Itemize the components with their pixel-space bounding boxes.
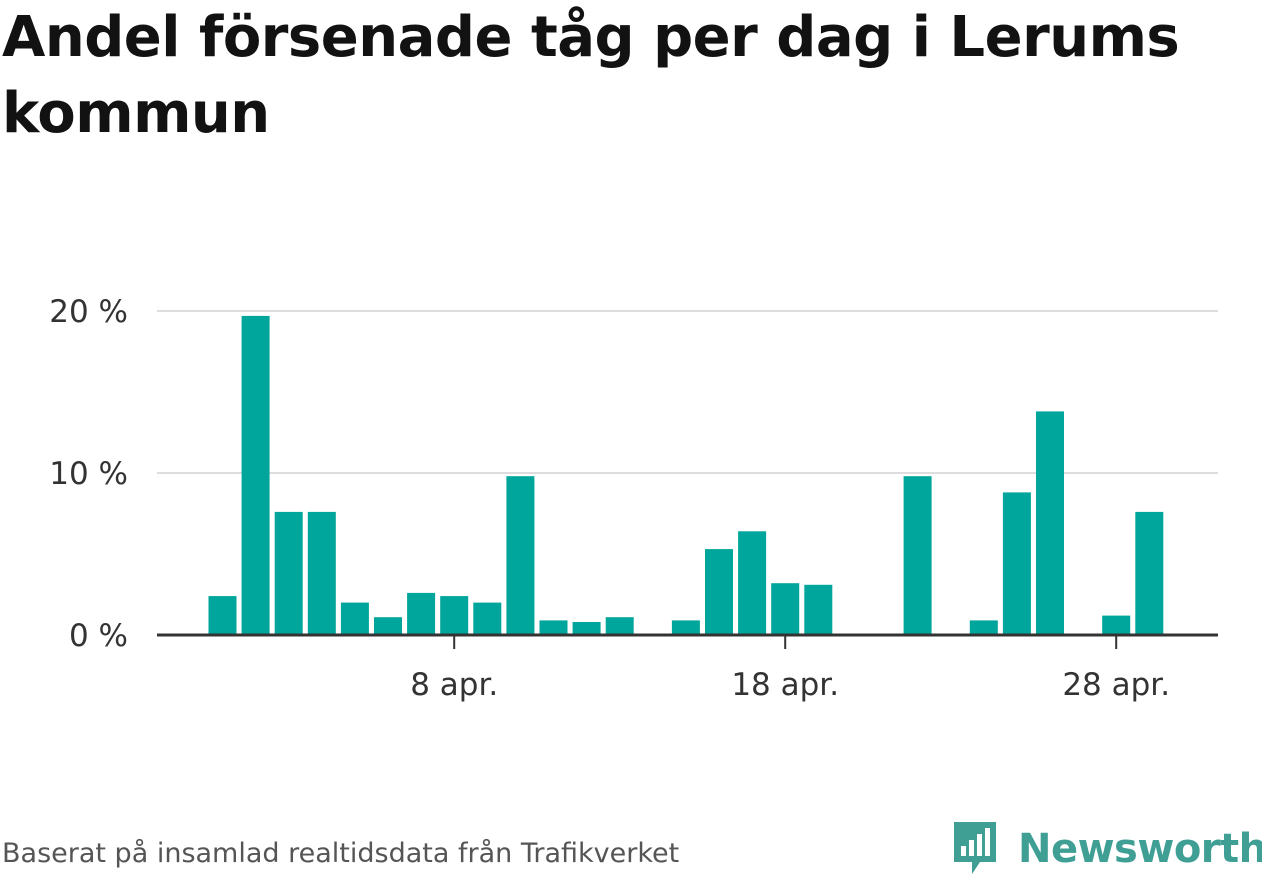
- bar-day-3: [274, 511, 303, 635]
- bar-day-16: [705, 549, 733, 635]
- brand-logo[interactable]: Newsworthy: [950, 818, 1262, 880]
- source-note: Baserat på insamlad realtidsdata från Tr…: [2, 838, 680, 869]
- bar-day-6: [374, 617, 402, 635]
- bar-day-15: [671, 620, 700, 635]
- y-tick-label-0: 0 %: [69, 618, 128, 654]
- bar-day-5: [340, 602, 369, 635]
- brand-name: Newsworthy: [1018, 826, 1262, 872]
- bar-day-18: [771, 583, 800, 635]
- bar-day-8: [440, 596, 469, 635]
- newsworthy-logo-icon: [954, 822, 996, 874]
- x-tick-label-18: 18 apr.: [731, 667, 839, 703]
- bars: [208, 315, 1164, 635]
- bar-day-22: [903, 476, 932, 635]
- bar-day-13: [605, 617, 634, 635]
- bar-day-28: [1102, 615, 1131, 635]
- y-tick-label-10: 10 %: [49, 456, 128, 492]
- bar-day-7: [407, 592, 436, 635]
- tick-labels: 0 % 10 % 20 % 8 apr. 18 apr. 28 apr.: [49, 294, 1170, 703]
- bar-day-24: [969, 620, 998, 635]
- bar-day-4: [307, 511, 336, 635]
- bar-day-19: [804, 584, 833, 635]
- bar-day-26: [1036, 411, 1064, 635]
- chart-title: Andel försenade tåg per dag i Lerums kom…: [2, 5, 1180, 146]
- bar-day-12: [572, 622, 601, 635]
- bar-day-29: [1135, 511, 1164, 635]
- bar-day-2: [241, 315, 270, 635]
- y-tick-label-20: 20 %: [49, 294, 128, 330]
- axes: [157, 633, 1218, 649]
- bar-day-1: [208, 596, 237, 635]
- x-tick-label-8: 8 apr.: [410, 667, 498, 703]
- bar-day-10: [506, 476, 535, 635]
- bar-day-17: [738, 531, 767, 635]
- bar-day-25: [1002, 492, 1031, 635]
- x-tick-label-28: 28 apr.: [1062, 667, 1170, 703]
- bar-day-11: [539, 620, 568, 635]
- bar-day-9: [473, 602, 502, 635]
